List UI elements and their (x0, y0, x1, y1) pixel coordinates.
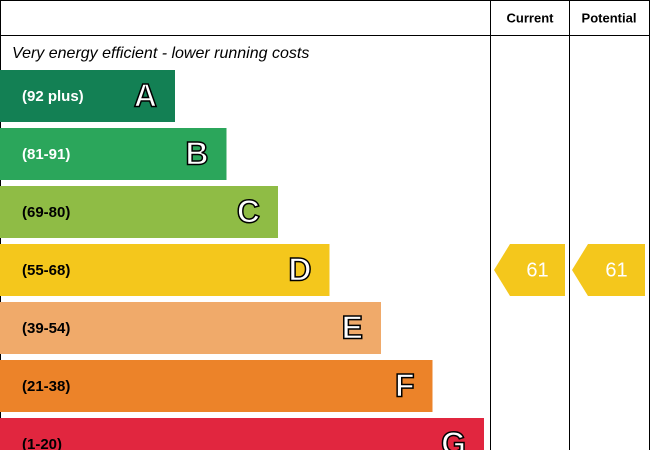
band-bar (0, 244, 330, 296)
band-letter: G (441, 425, 466, 450)
band-bar (0, 70, 175, 122)
rating-arrow (494, 244, 565, 296)
column-header: Current (507, 10, 555, 25)
rating-score: 61 (526, 259, 548, 281)
band-bar (0, 302, 381, 354)
band-bar (0, 186, 278, 238)
band-range: (39-54) (22, 320, 70, 337)
band-range: (55-68) (22, 262, 70, 279)
rating-score: 61 (605, 259, 627, 281)
band-letter: A (134, 77, 157, 113)
band-range: (21-38) (22, 378, 70, 395)
band-range: (81-91) (22, 146, 70, 163)
band-letter: E (342, 309, 363, 345)
band-letter: F (395, 367, 415, 403)
rating-arrow (572, 244, 645, 296)
band-range: (69-80) (22, 204, 70, 221)
column-header: Potential (582, 10, 637, 25)
band-range: (92 plus) (22, 88, 84, 105)
band-bar (0, 418, 484, 450)
band-letter: D (288, 251, 311, 287)
band-range: (1-20) (22, 436, 62, 450)
band-letter: C (237, 193, 260, 229)
band-bar (0, 360, 433, 412)
subtitle: Very energy efficient - lower running co… (12, 45, 309, 62)
band-letter: B (185, 135, 208, 171)
band-bar (0, 128, 227, 180)
